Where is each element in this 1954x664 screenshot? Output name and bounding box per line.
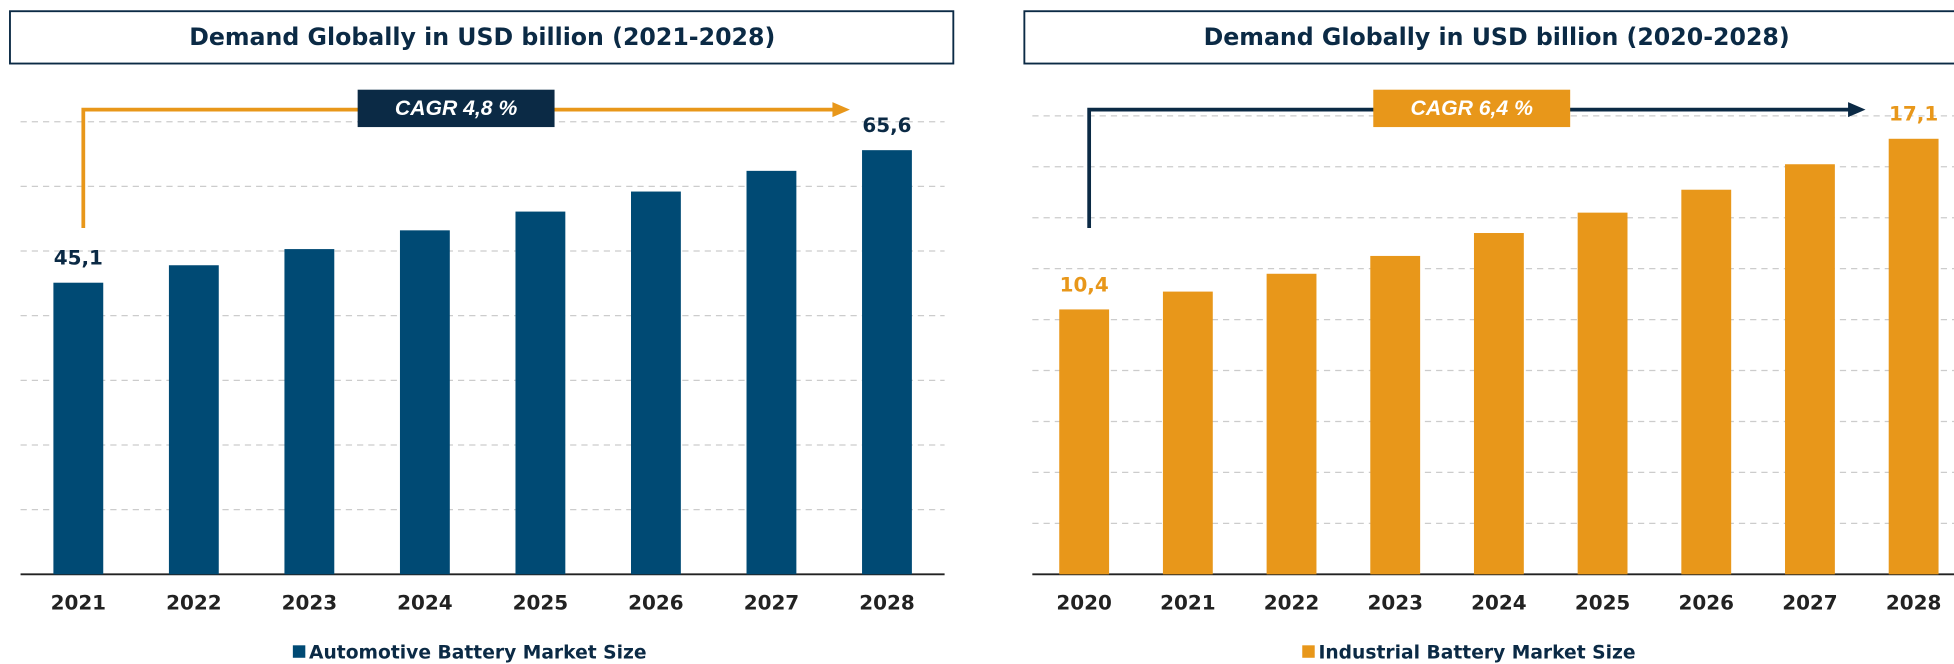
bar (1266, 273, 1317, 575)
bar (1888, 138, 1939, 575)
bar (168, 265, 219, 575)
x-tick-label: 2021 (51, 592, 106, 615)
bar (399, 230, 450, 575)
x-tick-label: 2026 (1679, 592, 1734, 615)
x-tick-label: 2028 (859, 592, 914, 615)
arrow-head (1848, 102, 1866, 118)
bar (1370, 255, 1421, 575)
cagr-arrow (81, 107, 835, 228)
cagr-box (357, 89, 555, 128)
legend-swatch (292, 645, 306, 658)
bar (746, 170, 797, 575)
bar (284, 249, 335, 575)
x-tick-label: 2022 (1264, 592, 1319, 615)
x-tick-label: 2027 (1782, 592, 1837, 615)
value-label: 45,1 (54, 247, 103, 270)
x-tick-label: 2025 (513, 592, 568, 615)
legend-label: Automotive Battery Market Size (309, 642, 647, 663)
value-label: 10,4 (1060, 273, 1109, 296)
x-tick-label: 2027 (744, 592, 799, 615)
chart-title: Demand Globally in USD billion (2021-202… (189, 23, 775, 51)
x-tick-label: 2024 (1471, 592, 1526, 615)
bar (1473, 233, 1524, 575)
bar (1785, 164, 1835, 575)
value-label: 17,1 (1889, 103, 1938, 126)
chart-title: Demand Globally in USD billion (2020-202… (1204, 23, 1790, 51)
x-tick-label: 2024 (397, 592, 452, 615)
bar (53, 282, 104, 575)
x-tick-label: 2020 (1056, 592, 1111, 615)
bar (1681, 189, 1732, 575)
x-tick-label: 2028 (1886, 592, 1941, 615)
legend-label: Industrial Battery Market Size (1318, 642, 1635, 663)
cagr-label: CAGR 6,4 % (1411, 97, 1534, 120)
value-label: 65,6 (862, 114, 911, 137)
bar (1162, 291, 1213, 575)
x-tick-label: 2021 (1160, 592, 1215, 615)
x-tick-label: 2026 (628, 592, 683, 615)
arrow-head (832, 102, 850, 118)
bar (1577, 212, 1628, 575)
x-tick-label: 2025 (1575, 592, 1630, 615)
legend-swatch (1302, 645, 1315, 658)
cagr-arrow (1087, 107, 1851, 228)
x-tick-label: 2023 (1367, 592, 1422, 615)
cagr-label: CAGR 4,8 % (395, 97, 518, 120)
title-box (1023, 10, 1954, 65)
title-box (9, 10, 955, 65)
cagr-box (1373, 89, 1571, 128)
x-tick-label: 2022 (166, 592, 221, 615)
bar (1059, 309, 1110, 575)
bar (515, 211, 566, 575)
bar (862, 150, 912, 575)
bar (630, 191, 681, 575)
x-tick-label: 2023 (282, 592, 337, 615)
